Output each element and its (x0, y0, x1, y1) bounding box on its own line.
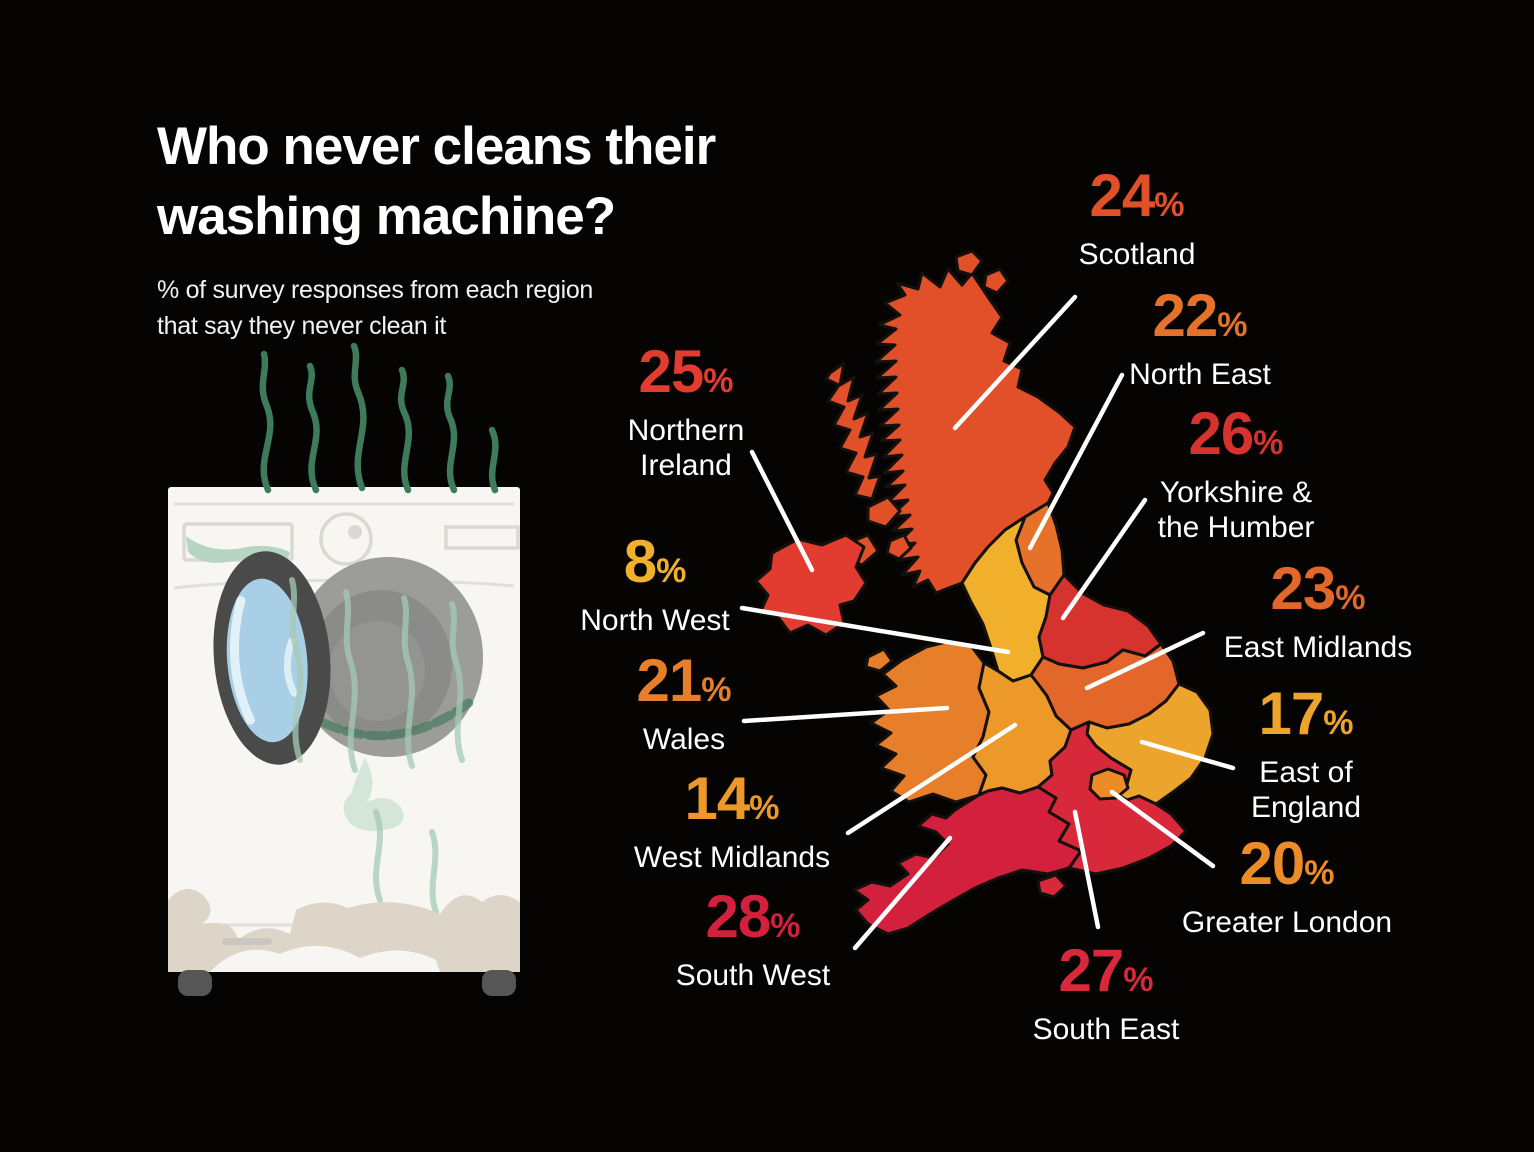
display-panel (444, 525, 520, 550)
drum-mould (299, 697, 475, 741)
leader-north-west (739, 605, 1011, 655)
callout-northern-ireland: 25% Northern Ireland (628, 342, 745, 483)
region-value: 21% (636, 647, 732, 714)
map-island-orkney-2 (982, 267, 1010, 295)
callout-west-midlands: 14% West Midlands (634, 769, 830, 875)
callout-scotland: 24% Scotland (1079, 166, 1196, 272)
callout-greater-london: 20% Greater London (1182, 834, 1392, 940)
leader-lines (739, 294, 1236, 951)
region-label: South East (1032, 1013, 1180, 1046)
leader-south-east (1072, 809, 1101, 930)
percent-sign: % (656, 552, 687, 590)
washing-machine-illustration (168, 342, 520, 996)
leader-east-midlands (1084, 630, 1206, 691)
leader-wales (741, 705, 950, 724)
percent-sign: % (1304, 854, 1335, 892)
page-title: Who never cleans their washing machine? (157, 117, 716, 246)
region-label: East of England (1250, 756, 1362, 824)
map-island-anglesey (864, 647, 894, 673)
region-label: East Midlands (1223, 631, 1413, 664)
percent-sign: % (1217, 306, 1248, 344)
region-label: Wales (642, 723, 726, 756)
region-value: 23% (1270, 555, 1366, 622)
region-value: 24% (1089, 162, 1185, 229)
kick-vent (222, 938, 272, 945)
callout-yorkshire: 26% Yorkshire & the Humber (1158, 404, 1315, 545)
glass-highlight-small (283, 637, 298, 697)
map-region-scotland (874, 267, 1077, 595)
region-label: Scotland (1078, 238, 1196, 271)
leader-scotland (952, 294, 1078, 431)
region-label: North East (1129, 358, 1271, 391)
stink-lines-outer (259, 342, 499, 494)
region-value: 28% (705, 883, 801, 950)
region-value: 17% (1258, 680, 1354, 747)
percent-sign: % (1323, 704, 1354, 742)
drum-drip (343, 758, 404, 831)
percent-sign: % (770, 907, 801, 945)
percent-sign: % (701, 671, 732, 709)
region-label: West Midlands (633, 841, 831, 874)
callout-south-east: 27% South East (1033, 941, 1180, 1047)
region-value: 25% (638, 338, 734, 405)
map-island-arran (885, 533, 913, 561)
percent-sign: % (703, 362, 734, 400)
callout-north-west: 8% North West (580, 532, 730, 638)
region-value: 22% (1152, 282, 1248, 349)
leader-greater-london (1109, 789, 1216, 869)
region-label: Greater London (1181, 906, 1393, 939)
machine-foot-left (178, 970, 212, 996)
region-label: South West (675, 959, 831, 992)
region-value: 27% (1058, 937, 1154, 1004)
map-island-hebrides (824, 361, 882, 501)
leader-northern-ireland (749, 449, 815, 573)
callout-south-west: 28% South West (676, 887, 831, 993)
region-value: 20% (1239, 830, 1335, 897)
open-door (213, 551, 331, 765)
leader-east-of-england (1139, 739, 1236, 771)
leader-south-west (852, 835, 953, 951)
page-subtitle: % of survey responses from each region t… (157, 276, 594, 340)
region-label: Northern Ireland (627, 414, 745, 482)
leader-north-east (1027, 372, 1125, 551)
region-value: 8% (623, 528, 687, 595)
region-value: 26% (1188, 400, 1284, 467)
leader-west-midlands (845, 722, 1018, 836)
base-grime-highlight (210, 945, 440, 972)
stink-lines-inner (289, 577, 465, 915)
map-region-greater-london (1088, 767, 1130, 801)
program-dial (319, 512, 373, 566)
glass-highlight (229, 595, 255, 725)
percent-sign: % (1335, 579, 1366, 617)
region-label: Yorkshire & the Humber (1157, 476, 1315, 544)
leader-yorkshire (1060, 497, 1148, 621)
map-island-isle-of-wight (1036, 873, 1068, 899)
map-island-orkney-1 (954, 249, 984, 277)
callout-north-east: 22% North East (1129, 286, 1271, 392)
callout-east-of-england: 17% East of England (1251, 684, 1361, 825)
callout-east-midlands: 23% East Midlands (1224, 559, 1412, 665)
map-island-skye (866, 495, 902, 529)
percent-sign: % (749, 789, 780, 827)
machine-foot-right (482, 970, 516, 996)
percent-sign: % (1123, 961, 1154, 999)
dial-marker (348, 525, 362, 539)
region-label: North West (580, 604, 730, 637)
callout-wales: 21% Wales (637, 651, 732, 757)
percent-sign: % (1154, 186, 1185, 224)
percent-sign: % (1253, 424, 1284, 462)
region-value: 14% (684, 765, 780, 832)
